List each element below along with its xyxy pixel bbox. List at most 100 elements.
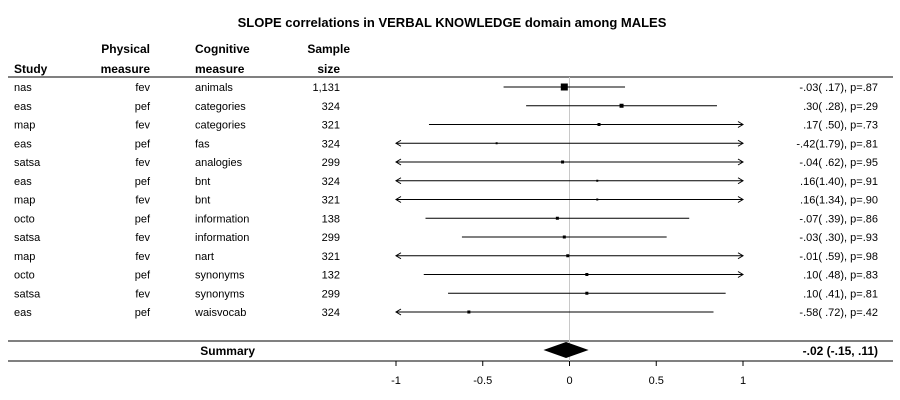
physical-measure-cell: fev [135, 82, 150, 94]
physical-measure-cell: fev [135, 251, 150, 263]
sample-size-cell: 132 [322, 270, 340, 282]
physical-measure-cell: fev [135, 120, 150, 132]
study-cell: eas [14, 138, 32, 150]
table-row: satsa fev synonyms 299 .10( .41), p=.81 [14, 288, 878, 300]
study-cell: map [14, 120, 35, 132]
table-row: satsa fev information 299 -.03( .30), p=.93 [14, 232, 878, 244]
summary-estimate-text: -.02 (-.15, .11) [803, 344, 878, 358]
point-estimate [467, 310, 471, 314]
table-row: octo pef synonyms 132 .10( .48), p=.83 [14, 270, 878, 282]
sample-size-cell: 324 [322, 138, 340, 150]
study-cell: satsa [14, 288, 41, 300]
point-estimate [555, 216, 559, 220]
estimate-label: .17( .50), p=.73 [803, 120, 878, 132]
col-header-physical-line2: measure [101, 62, 151, 76]
study-cell: eas [14, 101, 32, 113]
point-estimate [596, 179, 599, 182]
x-axis: -1 -0.5 0 0.5 1 [391, 361, 746, 387]
estimate-label: .16(1.40), p=.91 [800, 176, 878, 188]
ci-arrow-right [737, 139, 744, 147]
sample-size-cell: 299 [322, 157, 340, 169]
study-cell: octo [14, 213, 35, 225]
cognitive-measure-cell: categories [195, 101, 246, 113]
table-row: satsa fev analogies 299 -.04( .62), p=.95 [14, 157, 878, 169]
sample-size-cell: 324 [322, 101, 340, 113]
ci-arrow-right [737, 271, 744, 278]
table-row: map fev categories 321 .17( .50), p=.73 [14, 120, 878, 132]
cognitive-measure-cell: fas [195, 138, 210, 150]
estimate-label: -.07( .39), p=.86 [799, 213, 878, 225]
physical-measure-cell: fev [135, 232, 150, 244]
estimate-label: -.01( .59), p=.98 [799, 251, 878, 263]
cognitive-measure-cell: information [195, 213, 249, 225]
physical-measure-cell: fev [135, 195, 150, 207]
table-row: eas pef bnt 324 .16(1.40), p=.91 [14, 176, 878, 188]
x-tick-label: 0 [566, 375, 572, 387]
ci-arrow-right [737, 196, 744, 203]
study-cell: map [14, 251, 35, 263]
estimate-label: -.58( .72), p=.42 [799, 307, 878, 319]
study-cell: satsa [14, 157, 41, 169]
estimate-label: -.03( .30), p=.93 [799, 232, 878, 244]
col-header-study: Study [14, 62, 48, 76]
ci-arrow-left [395, 158, 402, 166]
sample-size-cell: 324 [322, 176, 340, 188]
sample-size-cell: 138 [322, 213, 340, 225]
sample-size-cell: 299 [322, 288, 340, 300]
physical-measure-cell: fev [135, 157, 150, 169]
study-cell: nas [14, 82, 32, 94]
ci-arrow-right [737, 121, 744, 128]
ci-arrow-left [395, 177, 402, 185]
study-cell: octo [14, 270, 35, 282]
cognitive-measure-cell: bnt [195, 195, 210, 207]
ci-arrow-left [395, 196, 402, 203]
physical-measure-cell: pef [135, 270, 151, 282]
estimate-label: -.42(1.79), p=.81 [796, 138, 878, 150]
ci-arrow-right [737, 158, 744, 166]
sample-size-cell: 1,131 [312, 82, 340, 94]
table-row: map fev bnt 321 .16(1.34), p=.90 [14, 195, 878, 207]
cognitive-measure-cell: information [195, 232, 249, 244]
physical-measure-cell: fev [135, 288, 150, 300]
cognitive-measure-cell: synonyms [195, 288, 245, 300]
point-estimate [566, 254, 570, 258]
cognitive-measure-cell: synonyms [195, 270, 245, 282]
estimate-label: .30( .28), p=.29 [803, 101, 878, 113]
sample-size-cell: 299 [322, 232, 340, 244]
cognitive-measure-cell: waisvocab [194, 307, 246, 319]
ci-arrow-left [395, 252, 402, 260]
table-row: octo pef information 138 -.07( .39), p=.86 [14, 213, 878, 225]
cognitive-measure-cell: categories [195, 120, 246, 132]
table-row: eas pef categories 324 .30( .28), p=.29 [14, 101, 878, 113]
summary-diamond [543, 342, 589, 358]
point-estimate [597, 123, 601, 126]
point-estimate [560, 83, 568, 91]
table-row: nas fev animals 1,131 -.03( .17), p=.87 [14, 82, 878, 94]
table-row: map fev nart 321 -.01( .59), p=.98 [14, 251, 878, 263]
study-cell: eas [14, 307, 32, 319]
estimate-label: .10( .48), p=.83 [803, 270, 878, 282]
physical-measure-cell: pef [135, 307, 151, 319]
physical-measure-cell: pef [135, 138, 151, 150]
col-header-sample-line1: Sample [307, 42, 350, 56]
point-estimate [562, 235, 566, 239]
ci-arrow-right [737, 177, 744, 185]
ci-arrow-right [737, 252, 744, 260]
ci-arrow-left [395, 139, 402, 147]
table-row: eas pef fas 324 -.42(1.79), p=.81 [14, 138, 878, 150]
col-header-cognitive-line2: measure [195, 62, 245, 76]
summary-label: Summary [200, 344, 255, 358]
x-tick-label: 0.5 [649, 375, 664, 387]
point-estimate [561, 160, 565, 164]
study-cell: satsa [14, 232, 41, 244]
sample-size-cell: 324 [322, 307, 340, 319]
point-estimate [585, 273, 589, 276]
estimate-label: .16(1.34), p=.90 [800, 195, 878, 207]
table-row: eas pef waisvocab 324 -.58( .72), p=.42 [14, 307, 878, 319]
sample-size-cell: 321 [322, 195, 340, 207]
cognitive-measure-cell: nart [195, 251, 214, 263]
study-cell: map [14, 195, 35, 207]
physical-measure-cell: pef [135, 101, 151, 113]
estimate-label: -.04( .62), p=.95 [799, 157, 878, 169]
